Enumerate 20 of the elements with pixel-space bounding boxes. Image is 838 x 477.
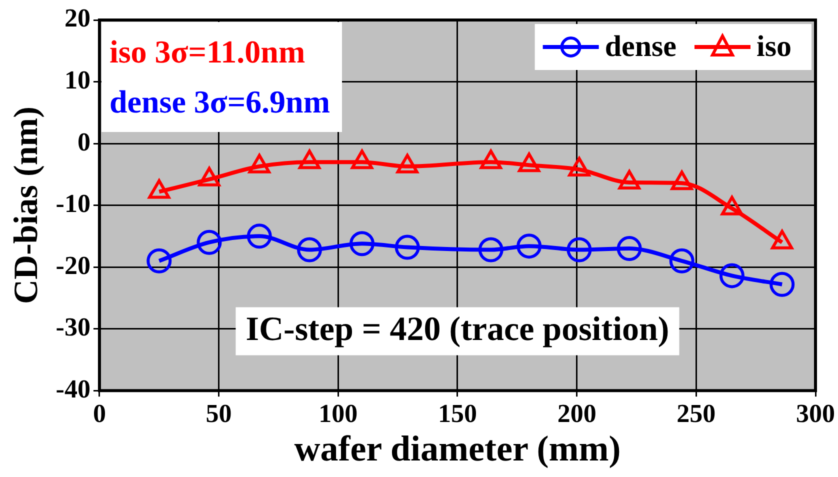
x-axis-title: wafer diameter (mm) (294, 428, 621, 469)
x-tick-label: 100 (318, 398, 358, 428)
annotation: dense 3σ=6.9nm (109, 83, 330, 120)
annotation: iso 3σ=11.0nm (109, 33, 306, 70)
x-tick-label: 50 (206, 398, 232, 428)
legend-label: iso (756, 30, 792, 63)
y-tick-label: -30 (56, 312, 90, 342)
x-tick-label: 250 (676, 398, 716, 428)
y-tick-label: -20 (56, 250, 90, 280)
x-tick-label: 300 (796, 398, 835, 428)
y-tick-label: 0 (77, 127, 90, 156)
y-tick-label: -40 (56, 374, 90, 404)
y-axis-title: CD-bias (nm) (8, 106, 46, 304)
y-tick-label: 20 (64, 4, 90, 33)
y-tick-label: -10 (56, 189, 90, 218)
y-tick-label: 10 (64, 65, 90, 94)
x-tick-label: 150 (438, 398, 477, 428)
x-tick-label: 200 (557, 398, 596, 428)
legend-label: dense (604, 30, 677, 63)
annotation: IC-step = 420 (trace position) (246, 311, 670, 348)
